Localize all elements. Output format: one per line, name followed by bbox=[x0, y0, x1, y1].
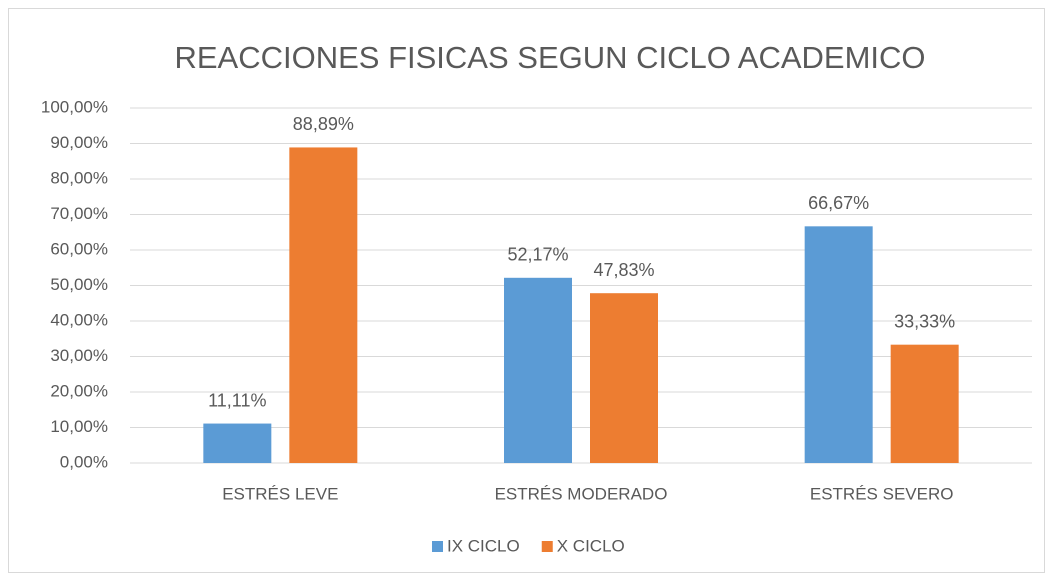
value-label: 47,83% bbox=[593, 260, 654, 280]
bar bbox=[890, 344, 959, 463]
y-tick-label: 100,00% bbox=[41, 97, 108, 116]
y-tick-label: 20,00% bbox=[50, 381, 108, 400]
legend-label: X CICLO bbox=[557, 536, 625, 555]
y-tick-label: 60,00% bbox=[50, 239, 108, 258]
y-tick-label: 10,00% bbox=[50, 417, 108, 436]
value-label: 11,11% bbox=[208, 390, 266, 410]
y-tick-label: 30,00% bbox=[50, 346, 108, 365]
bar bbox=[590, 293, 658, 463]
bar bbox=[804, 226, 873, 463]
legend-label: IX CICLO bbox=[447, 536, 520, 555]
y-tick-label: 50,00% bbox=[50, 275, 108, 294]
y-tick-label: 70,00% bbox=[50, 204, 108, 223]
chart-title: REACCIONES FISICAS SEGUN CICLO ACADEMICO bbox=[174, 40, 925, 75]
x-tick-label: ESTRÉS SEVERO bbox=[810, 484, 954, 503]
bar bbox=[289, 147, 358, 464]
x-tick-label: ESTRÉS MODERADO bbox=[495, 484, 668, 503]
bar bbox=[504, 277, 572, 463]
legend-swatch bbox=[541, 541, 553, 552]
value-label: 52,17% bbox=[507, 245, 568, 265]
value-label: 33,33% bbox=[894, 311, 955, 331]
y-tick-label: 40,00% bbox=[50, 310, 108, 329]
x-tick-label: ESTRÉS LEVE bbox=[222, 484, 338, 503]
value-label: 66,67% bbox=[808, 193, 869, 213]
legend-swatch bbox=[432, 541, 443, 552]
bar bbox=[203, 423, 272, 463]
value-label: 88,89% bbox=[293, 114, 354, 134]
y-tick-label: 90,00% bbox=[50, 133, 108, 152]
y-tick-label: 80,00% bbox=[50, 168, 108, 187]
y-tick-label: 0,00% bbox=[60, 452, 108, 471]
